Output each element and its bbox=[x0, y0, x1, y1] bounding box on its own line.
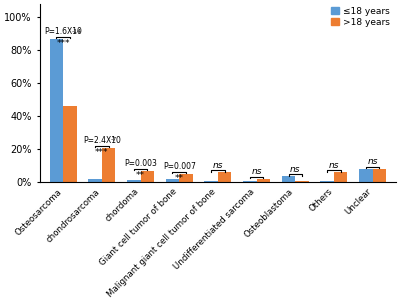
Bar bbox=[179, 174, 193, 182]
Text: ***: *** bbox=[95, 148, 109, 157]
Bar bbox=[102, 148, 116, 182]
Text: P=2.4X10: P=2.4X10 bbox=[83, 136, 121, 145]
Bar bbox=[256, 179, 270, 182]
Text: -14: -14 bbox=[72, 28, 82, 34]
Text: ns: ns bbox=[367, 158, 378, 166]
Bar bbox=[295, 181, 309, 182]
Bar bbox=[88, 179, 102, 182]
Text: P=0.003: P=0.003 bbox=[124, 159, 157, 168]
Bar bbox=[243, 181, 256, 182]
Bar bbox=[320, 181, 334, 182]
Bar bbox=[166, 179, 179, 182]
Bar bbox=[204, 181, 218, 182]
Bar bbox=[282, 176, 295, 182]
Legend: ≤18 years, >18 years: ≤18 years, >18 years bbox=[329, 5, 391, 29]
Bar bbox=[127, 180, 140, 182]
Bar bbox=[334, 172, 348, 182]
Bar bbox=[373, 169, 386, 182]
Text: P=0.007: P=0.007 bbox=[163, 162, 196, 171]
Bar bbox=[218, 172, 232, 182]
Bar bbox=[359, 169, 373, 182]
Text: ns: ns bbox=[213, 161, 223, 170]
Text: **: ** bbox=[175, 174, 184, 183]
Text: **: ** bbox=[136, 171, 145, 180]
Text: ns: ns bbox=[290, 165, 300, 174]
Text: ns: ns bbox=[251, 167, 262, 176]
Text: -7: -7 bbox=[110, 137, 117, 142]
Text: ***: *** bbox=[56, 39, 70, 48]
Bar bbox=[63, 106, 77, 182]
Bar bbox=[140, 171, 154, 182]
Bar bbox=[50, 39, 63, 182]
Text: ns: ns bbox=[329, 161, 339, 170]
Text: P=1.6X10: P=1.6X10 bbox=[44, 27, 82, 36]
